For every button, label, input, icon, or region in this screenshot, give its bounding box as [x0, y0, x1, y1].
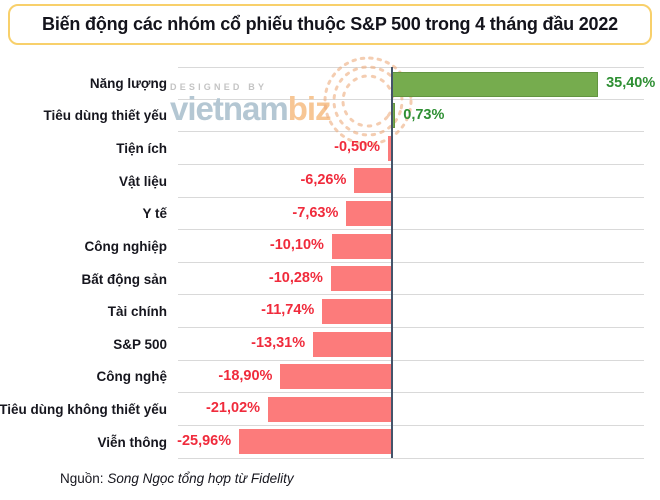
negative-bar	[239, 429, 391, 455]
source-label: Nguồn:	[60, 471, 104, 486]
negative-bar	[330, 266, 391, 292]
plot-cell: -11,74%	[178, 295, 644, 328]
negative-bar	[313, 331, 391, 357]
category-label: Viễn thông	[97, 434, 168, 450]
category-label: S&P 500	[113, 336, 167, 352]
value-label: -6,26%	[300, 171, 347, 188]
plot-cell: -25,96%	[177, 426, 644, 459]
plot-cell: -13,31%	[178, 328, 644, 361]
plot-cell: -21,02%	[178, 393, 644, 426]
plot-cell: -18,90%	[178, 361, 644, 394]
chart-title: Biến động các nhóm cổ phiếu thuộc S&P 50…	[42, 14, 618, 34]
plot-cell: -0,50%	[178, 132, 644, 165]
source-note: Nguồn: Song Ngọc tổng hợp từ Fidelity	[60, 471, 294, 486]
chart-row: Bất động sản -10,28%	[0, 263, 644, 296]
value-label: -7,63%	[292, 204, 339, 221]
chart-row: Năng lượng 35,40%	[0, 67, 655, 100]
chart-row: Tài chính -11,74%	[0, 295, 644, 328]
chart-row: Vật liệu -6,26%	[0, 165, 644, 198]
category-label: Tài chính	[107, 304, 167, 320]
category-label: Công nghệ	[96, 369, 168, 385]
chart-row: Tiêu dùng thiết yếu 0,73%	[0, 100, 644, 133]
negative-bar	[388, 135, 391, 161]
value-label: -10,28%	[268, 269, 323, 286]
chart-title-box: Biến động các nhóm cổ phiếu thuộc S&P 50…	[8, 4, 652, 45]
value-label: -0,50%	[334, 139, 381, 156]
category-label: Năng lượng	[89, 75, 167, 91]
value-label: -13,31%	[251, 335, 306, 351]
negative-bar	[322, 298, 391, 324]
value-label: -11,74%	[261, 302, 315, 319]
negative-bar	[346, 201, 391, 227]
plot-cell: -6,26%	[178, 165, 644, 198]
source-text: Song Ngọc tổng hợp từ Fidelity	[107, 471, 294, 486]
chart-row: Y tế -7,63%	[0, 198, 644, 231]
category-label: Tiện ích	[116, 141, 167, 157]
category-label: Tiêu dùng thiết yếu	[43, 108, 167, 124]
plot-cell: 0,73%	[178, 100, 644, 133]
category-label: Bất động sản	[81, 271, 167, 287]
category-label: Vật liệu	[118, 173, 167, 189]
category-label: Tiêu dùng không thiết yếu	[0, 402, 167, 418]
value-label: 35,40%	[606, 75, 656, 91]
chart-row: Công nghiệp -10,10%	[0, 230, 644, 263]
plot-cell: -10,28%	[178, 263, 644, 296]
plot-cell: -7,63%	[178, 198, 644, 231]
negative-bar	[331, 233, 391, 259]
chart-row: Viễn thông -25,96%	[0, 426, 644, 459]
negative-bar	[268, 396, 391, 422]
chart-rows: Năng lượng 35,40% Tiêu dùng thiết yếu 0,73%…	[0, 67, 655, 459]
chart-row: Tiện ích -0,50%	[0, 132, 644, 165]
zero-axis-line	[391, 67, 393, 458]
value-label: -18,90%	[218, 367, 273, 384]
category-label: Y tế	[142, 206, 167, 222]
plot-cell: -10,10%	[178, 230, 644, 263]
negative-bar	[354, 168, 391, 194]
bar-chart: Năng lượng 35,40% Tiêu dùng thiết yếu 0,73%…	[0, 67, 655, 460]
value-label: -21,02%	[206, 400, 261, 417]
negative-bar	[280, 364, 391, 390]
value-label: 0,73%	[403, 106, 445, 123]
chart-row: Công nghệ -18,90%	[0, 361, 644, 394]
chart-row: Tiêu dùng không thiết yếu -21,02%	[0, 393, 644, 426]
chart-row: S&P 500 -13,31%	[0, 328, 644, 361]
plot-cell: 35,40%	[178, 67, 655, 100]
positive-bar	[391, 71, 599, 97]
category-label: Công nghiệp	[84, 238, 167, 254]
value-label: -10,10%	[269, 237, 324, 254]
value-label: -25,96%	[177, 432, 232, 449]
